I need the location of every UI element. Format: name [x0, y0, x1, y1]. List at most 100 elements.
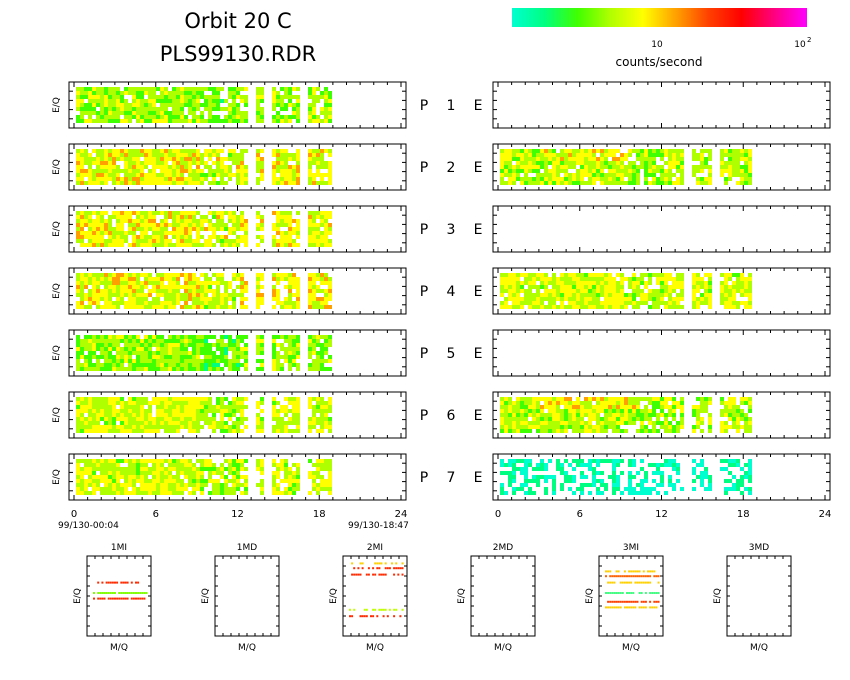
heatmap-cell	[524, 165, 528, 169]
heatmap-cell	[180, 173, 184, 177]
heatmap-cell	[140, 119, 144, 123]
heatmap-cell	[196, 115, 200, 119]
heatmap-cell	[640, 281, 644, 285]
heatmap-cell	[144, 115, 148, 119]
heatmap-cell	[536, 157, 540, 161]
heatmap-cell	[668, 301, 672, 305]
heatmap-cell	[168, 401, 172, 405]
heatmap-cell	[172, 231, 176, 235]
heatmap-cell	[648, 293, 652, 297]
heatmap-cell	[588, 165, 592, 169]
heatmap-cell	[212, 169, 216, 173]
heatmap-cell	[232, 273, 236, 277]
heatmap-cell	[88, 305, 92, 309]
heatmap-cell	[168, 355, 172, 359]
heatmap-cell	[568, 161, 572, 165]
heatmap-cell	[588, 177, 592, 181]
heatmap-cell	[100, 103, 104, 107]
heatmap-cell	[172, 335, 176, 339]
heatmap-cell	[720, 459, 724, 463]
heatmap-cell	[164, 421, 168, 425]
heatmap-cell	[296, 153, 300, 157]
heatmap-cell	[328, 285, 332, 289]
heatmap-cell	[80, 243, 84, 247]
heatmap-cell	[188, 149, 192, 153]
heatmap-cell	[148, 487, 152, 491]
heatmap-cell	[116, 289, 120, 293]
heatmap-cell	[184, 157, 188, 161]
heatmap-cell	[256, 483, 260, 487]
heatmap-cell	[296, 363, 300, 367]
heatmap-cell	[520, 483, 524, 487]
heatmap-cell	[152, 297, 156, 301]
heatmap-cell	[136, 355, 140, 359]
heatmap-cell	[132, 87, 136, 91]
heatmap-cell	[512, 301, 516, 305]
heatmap-cell	[308, 215, 312, 219]
heatmap-cell	[500, 401, 504, 405]
mass-point	[97, 592, 100, 594]
heatmap-cell	[512, 177, 516, 181]
heatmap-cell	[160, 111, 164, 115]
heatmap-cell	[232, 211, 236, 215]
heatmap-cell	[184, 425, 188, 429]
heatmap-cell	[572, 157, 576, 161]
heatmap-cell	[240, 483, 244, 487]
heatmap-cell	[112, 99, 116, 103]
heatmap-cell	[228, 165, 232, 169]
heatmap-cell	[600, 305, 604, 309]
heatmap-cell	[76, 487, 80, 491]
heatmap-cell	[232, 367, 236, 371]
heatmap-cell	[292, 95, 296, 99]
heatmap-cell	[312, 471, 316, 475]
heatmap-cell	[128, 87, 132, 91]
left-panel-3: E/Q	[52, 205, 407, 253]
heatmap-cell	[152, 215, 156, 219]
heatmap-cell	[200, 281, 204, 285]
heatmap-cell	[588, 157, 592, 161]
heatmap-cell	[220, 463, 224, 467]
heatmap-cell	[220, 359, 224, 363]
heatmap-cell	[100, 413, 104, 417]
heatmap-cell	[76, 339, 80, 343]
heatmap-cell	[324, 107, 328, 111]
heatmap-cell	[184, 463, 188, 467]
heatmap-cell	[76, 281, 80, 285]
heatmap-cell	[232, 219, 236, 223]
heatmap-cell	[544, 181, 548, 185]
heatmap-cell	[104, 421, 108, 425]
heatmap-cell	[680, 149, 684, 153]
heatmap-cell	[296, 289, 300, 293]
heatmap-cell	[100, 149, 104, 153]
heatmap-cell	[216, 87, 220, 91]
heatmap-cell	[132, 231, 136, 235]
heatmap-cell	[276, 281, 280, 285]
heatmap-cell	[224, 239, 228, 243]
heatmap-cell	[176, 409, 180, 413]
heatmap-cell	[644, 475, 648, 479]
heatmap-cell	[232, 467, 236, 471]
heatmap-cell	[504, 281, 508, 285]
heatmap-cell	[148, 239, 152, 243]
heatmap-cell	[656, 471, 660, 475]
heatmap-cell	[96, 103, 100, 107]
heatmap-cell	[272, 367, 276, 371]
heatmap-cell	[148, 335, 152, 339]
heatmap-cell	[76, 177, 80, 181]
heatmap-cell	[100, 153, 104, 157]
heatmap-cell	[724, 401, 728, 405]
heatmap-cell	[100, 87, 104, 91]
heatmap-cell	[116, 359, 120, 363]
heatmap-cell	[320, 157, 324, 161]
heatmap-cell	[608, 417, 612, 421]
heatmap-cell	[180, 471, 184, 475]
heatmap-cell	[120, 95, 124, 99]
heatmap-cell	[288, 367, 292, 371]
heatmap-cell	[220, 409, 224, 413]
heatmap-cell	[108, 405, 112, 409]
heatmap-cell	[584, 277, 588, 281]
heatmap-cell	[136, 281, 140, 285]
heatmap-cell	[656, 289, 660, 293]
heatmap-cell	[556, 401, 560, 405]
heatmap-cell	[728, 153, 732, 157]
